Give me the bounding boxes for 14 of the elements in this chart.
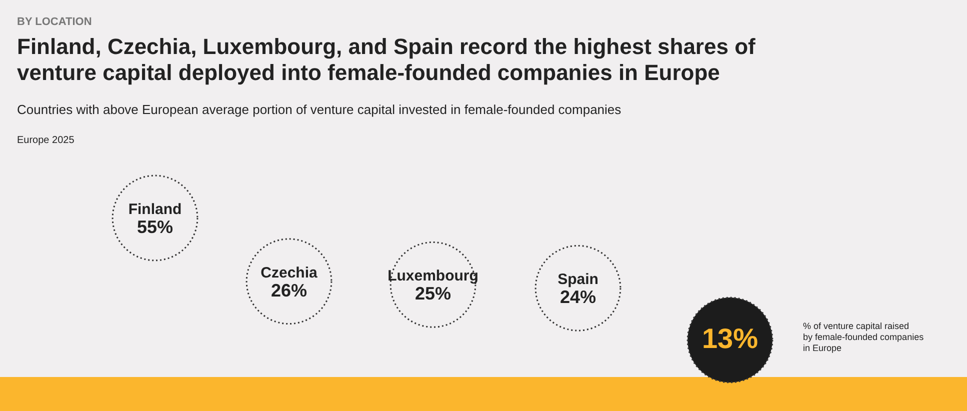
- data-label: 26%: [270, 280, 308, 300]
- data-label: 25%: [414, 284, 452, 304]
- category-label: Luxembourg: [388, 268, 478, 285]
- text: BY LOCATION: [17, 16, 92, 28]
- data-label: 24%: [560, 287, 596, 308]
- category-label: Czechia: [260, 264, 318, 282]
- text: Finland, Czechia, Luxembourg, and Spain record the highest shares of venture capital deployed into female-founded companies in Europe: [17, 34, 756, 85]
- category-label: % of venture capital raised by female-founded companies in Europe: [803, 321, 924, 353]
- data-label: 13%: [702, 323, 758, 354]
- data-label: 55%: [136, 217, 174, 237]
- text: Countries with above European average portion of venture capital invested in female-founded companies: [17, 102, 622, 117]
- category-label: Finland: [128, 201, 182, 218]
- text: Europe 2025: [17, 135, 75, 146]
- category-label: Spain: [558, 271, 598, 288]
